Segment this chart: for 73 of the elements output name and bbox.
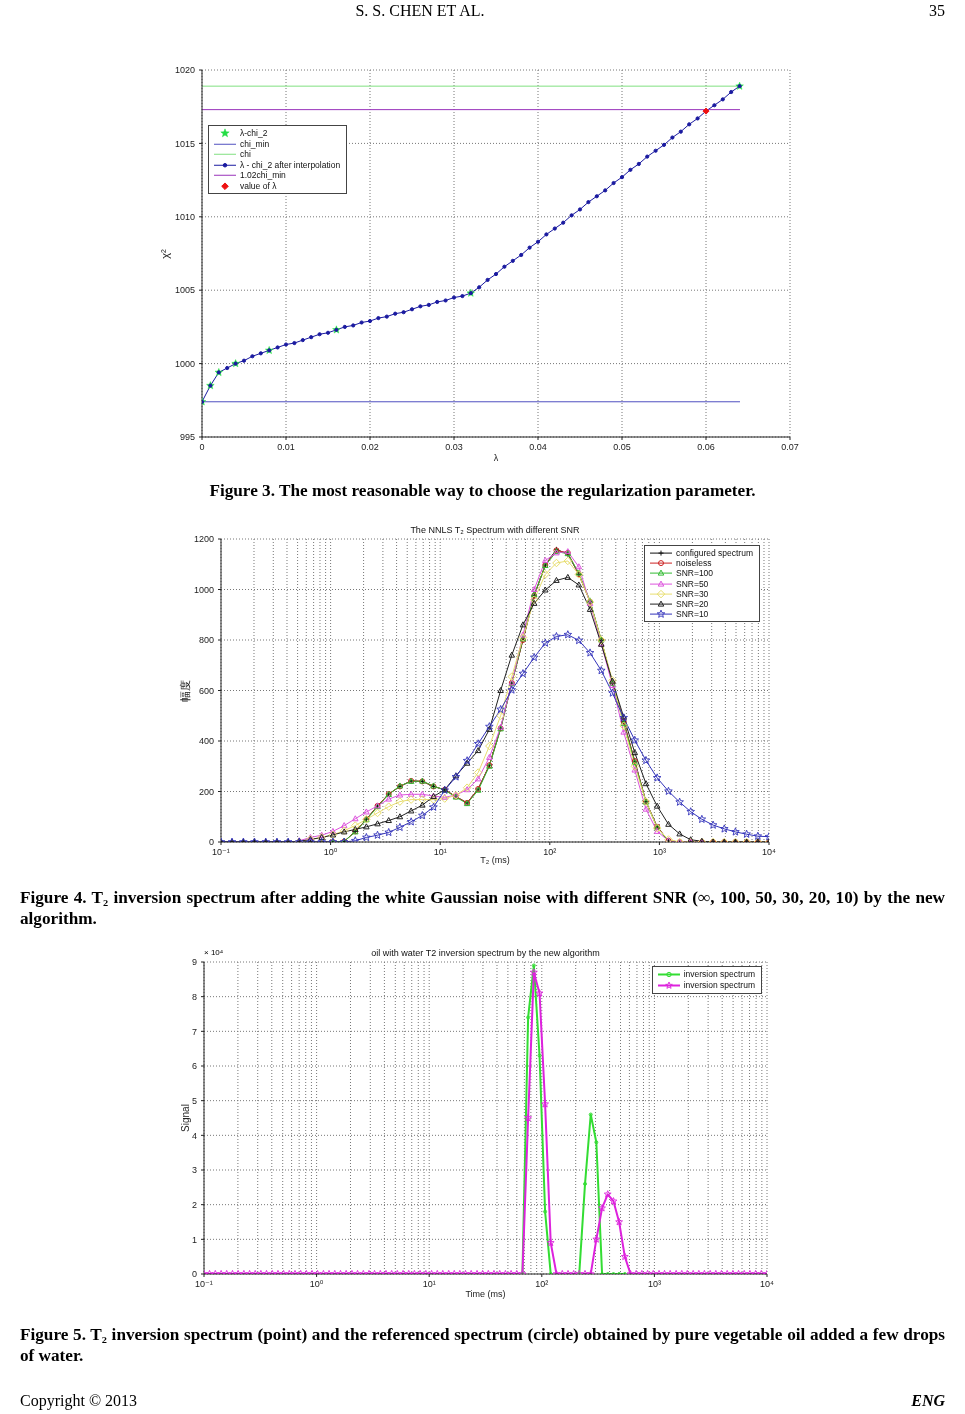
legend-label: noiseless	[675, 558, 712, 569]
legend-label: SNR=20	[675, 599, 709, 610]
x-tick-label: 0.01	[277, 442, 295, 453]
x-tick-label: 0.05	[613, 442, 631, 453]
x-tick-label: 0.02	[361, 442, 379, 453]
x-tick-label: 10⁻¹	[195, 1279, 213, 1290]
text: × 10⁴	[204, 947, 225, 958]
x-tick-label: 10¹	[422, 1279, 436, 1290]
legend-label: λ - chi_2 after interpolation	[240, 159, 341, 170]
text: ENG	[910, 1391, 945, 1410]
legend-label: chi	[240, 149, 251, 160]
y-tick-label: 800	[198, 635, 214, 646]
y-tick-label: 8	[191, 991, 197, 1002]
y-tick-label: 1010	[174, 212, 195, 222]
legend-label: λ-chi_2	[240, 128, 268, 139]
text: S. S. CHEN ET AL.	[354, 1, 486, 20]
legend-label: SNR=100	[675, 568, 714, 579]
x-tick-label: 0.06	[697, 442, 715, 453]
x-tick-label: 10⁴	[760, 1279, 775, 1290]
legend-label: configured spectrum	[675, 548, 753, 559]
y-tick-label: 1000	[174, 358, 195, 369]
y-tick-label: 995	[179, 432, 195, 443]
y-tick-label: 6	[191, 1061, 197, 1072]
y-tick-label: 0	[208, 837, 214, 848]
y-tick-label: 1200	[193, 534, 214, 545]
x-tick-label: 10²	[543, 847, 557, 858]
legend-label: inversion spectrum	[683, 969, 755, 980]
y-tick-label: 5	[191, 1095, 197, 1106]
y-tick-label: 200	[198, 786, 214, 797]
y-tick-label: 1005	[174, 285, 195, 296]
legend-label: SNR=50	[675, 578, 709, 589]
x-tick-label: 10⁻¹	[212, 847, 230, 858]
chart-title: The NNLS T₂ Spectrum with different SNR	[409, 525, 581, 535]
x-tick-label: 0.04	[529, 442, 547, 453]
text: Copyright © 2013	[20, 1391, 139, 1410]
y-axis-title: χ²	[159, 248, 173, 259]
x-axis-title: λ	[493, 453, 499, 463]
y-tick-label: 4	[191, 1130, 197, 1141]
legend-label: SNR=10	[675, 609, 709, 620]
y-tick-label: 600	[198, 685, 214, 696]
y-tick-label: 1015	[174, 138, 195, 149]
x-tick-label: 0.07	[781, 442, 799, 453]
x-tick-label: 10⁰	[309, 1279, 324, 1290]
legend-label: SNR=30	[675, 588, 709, 600]
x-tick-label: 10¹	[433, 847, 447, 858]
chart-title: oil with water T2 inversion spectrum by the new algorithm	[371, 948, 600, 958]
y-tick-label: 2	[191, 1199, 197, 1210]
text: 35	[928, 1, 945, 20]
legend-label: inversion spectrum	[683, 980, 755, 991]
caption: Figure 5. T₂ inversion spectrum (point) and the referenced spectrum (circle) obtained by pure vegetable oil added a few drops of water.	[20, 1324, 945, 1366]
caption: Figure 4. T₂ inversion spectrum after adding the white Gaussian noise with different SNR (∞, 100, 50, 30, 20, 10) by the new algorithm.	[20, 887, 945, 929]
x-tick-label: 10⁰	[323, 847, 338, 858]
x-tick-label: 10³	[647, 1279, 661, 1290]
y-axis-title: Signal	[180, 1104, 192, 1132]
y-tick-label: 0	[191, 1269, 197, 1280]
y-tick-label: 400	[198, 736, 214, 747]
x-tick-label: 10³	[652, 847, 666, 858]
x-axis-title: Time (ms)	[465, 1289, 506, 1299]
x-axis-title: T₂ (ms)	[480, 855, 510, 865]
caption: Figure 3. The most reasonable way to choose the regularization parameter.	[208, 480, 757, 501]
y-tick-label: 1020	[174, 65, 195, 76]
y-tick-label: 9	[191, 957, 197, 968]
legend-label: chi_min	[240, 138, 270, 149]
legend-label: value of λ	[240, 180, 277, 191]
x-tick-label: 10²	[535, 1279, 549, 1290]
y-axis-title: 幅度	[179, 679, 193, 702]
y-tick-label: 3	[191, 1165, 197, 1176]
x-tick-label: 10⁴	[762, 847, 777, 858]
legend-label: 1.02chi_min	[240, 170, 286, 181]
y-tick-label: 1	[191, 1234, 197, 1245]
x-tick-label: 0.03	[445, 442, 463, 453]
y-tick-label: 1000	[193, 584, 214, 595]
y-tick-label: 7	[191, 1026, 197, 1037]
